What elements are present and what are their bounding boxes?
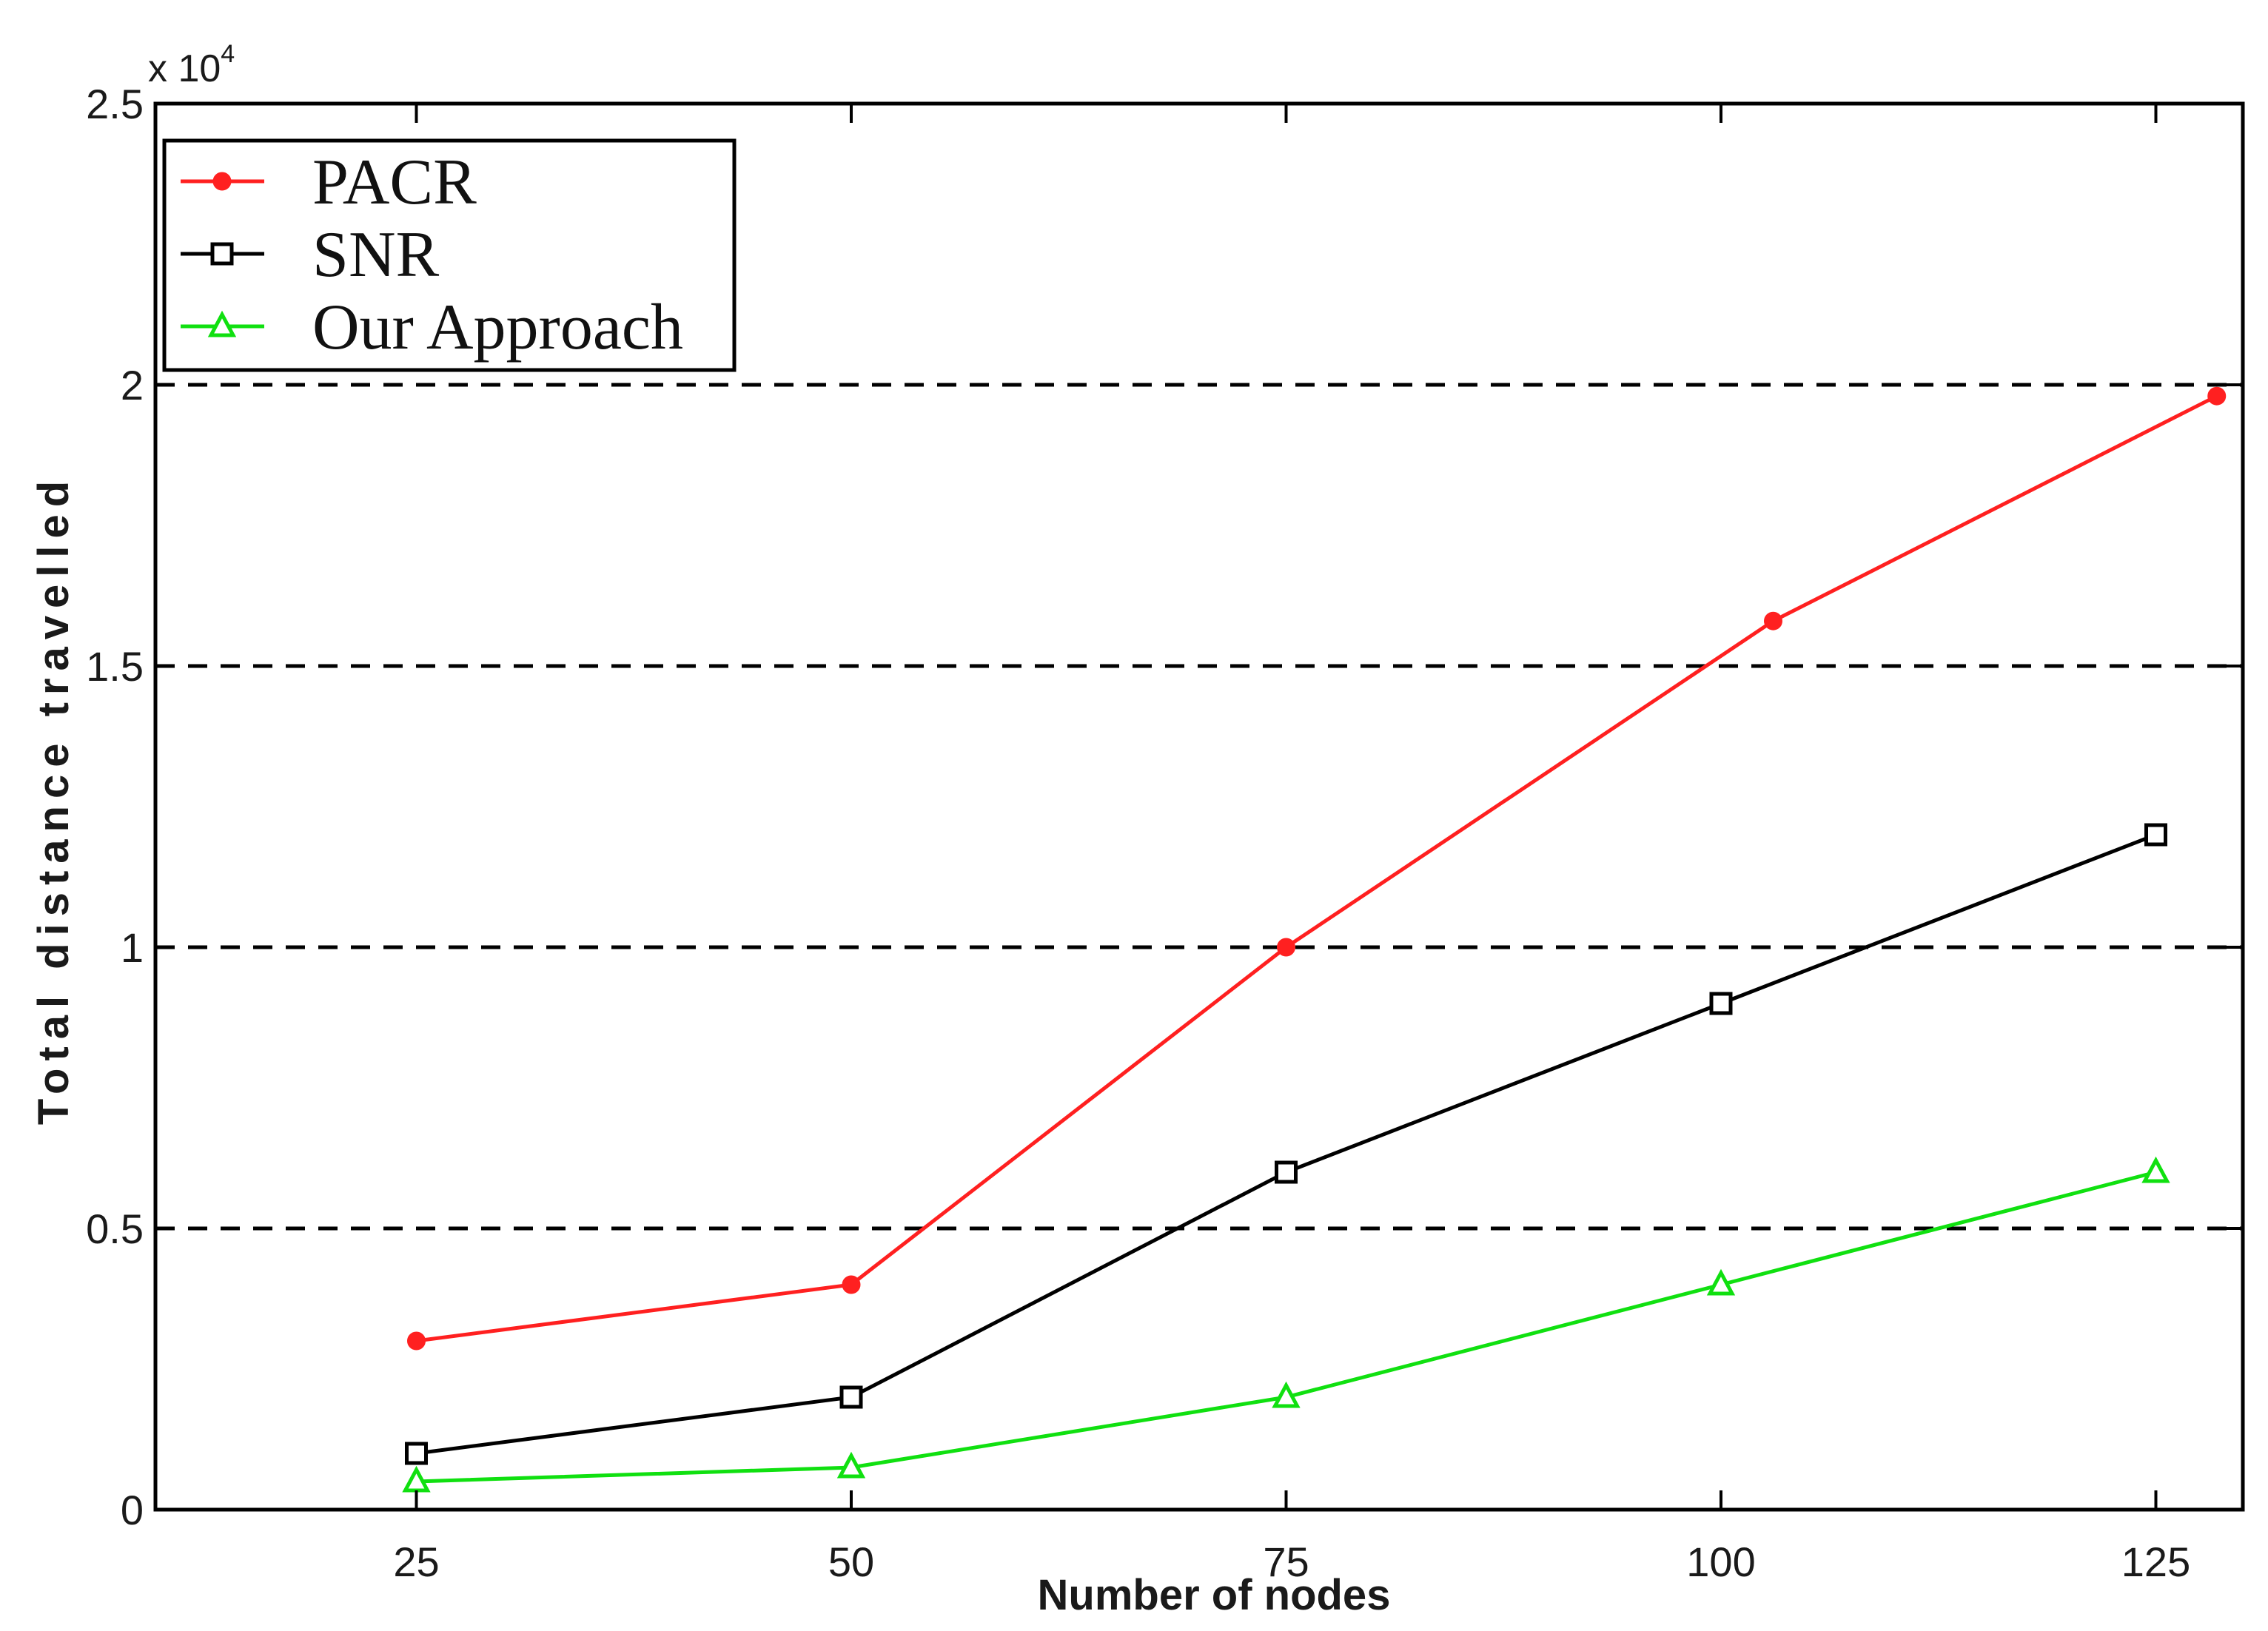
data-point	[2141, 1156, 2170, 1183]
y-tick-label: 0.5	[86, 1205, 144, 1252]
y-tick-label: 2	[121, 362, 144, 408]
data-point	[407, 1331, 426, 1351]
data-point	[1277, 938, 1295, 957]
y-exponent-power: 4	[221, 40, 235, 68]
y-exponent-base: x 10	[148, 47, 221, 90]
legend-entry: SNR	[181, 219, 439, 291]
legend-box	[162, 138, 737, 372]
series-line	[416, 833, 2157, 1456]
data-point	[1709, 992, 1733, 1015]
legend-entry: PACR	[181, 147, 477, 218]
x-tick-label: 125	[2121, 1538, 2190, 1585]
data-point	[2207, 386, 2227, 406]
x-axis-label: Number of nodes	[1038, 1571, 1391, 1619]
y-axis-label: Total distance travelled	[30, 474, 78, 1125]
data-point	[405, 1442, 428, 1465]
data-point	[1275, 1160, 1298, 1184]
data-point	[212, 172, 232, 191]
series-layer	[402, 386, 2227, 1493]
y-tick-label: 1.5	[86, 643, 144, 690]
data-point	[839, 1385, 863, 1409]
series-snr	[405, 823, 2167, 1465]
legend-entry: Our Approach	[181, 292, 683, 363]
gridlines	[155, 383, 2243, 1231]
y-tick-label: 0	[121, 1487, 144, 1533]
series-our-approach	[402, 1156, 2170, 1493]
data-point	[842, 1275, 861, 1294]
x-tick-label: 100	[1686, 1538, 1755, 1585]
y-axis-exponent: x 104	[148, 40, 235, 90]
data-point	[210, 242, 234, 266]
data-point	[1272, 1381, 1301, 1408]
data-point	[1764, 611, 1782, 630]
data-point	[836, 1451, 866, 1479]
data-point	[1706, 1268, 1736, 1296]
legend-label: Our Approach	[312, 292, 683, 363]
axis-ticks: 25 50 75 100 125 0 0.5 1 1.5 2 2.5	[86, 81, 2243, 1585]
y-tick-label: 2.5	[86, 81, 144, 127]
series-line	[416, 1170, 2157, 1484]
x-tick-label: 50	[828, 1538, 874, 1585]
series-pacr	[407, 386, 2227, 1351]
legend-label: PACR	[312, 147, 477, 218]
data-point	[207, 310, 237, 337]
x-tick-label: 75	[1263, 1538, 1309, 1585]
data-point	[2144, 823, 2167, 847]
plot-frame	[153, 101, 2245, 1512]
legend-label: SNR	[312, 219, 439, 291]
x-tick-label: 25	[393, 1538, 439, 1585]
y-tick-label: 1	[121, 924, 144, 971]
series-line	[416, 394, 2218, 1343]
